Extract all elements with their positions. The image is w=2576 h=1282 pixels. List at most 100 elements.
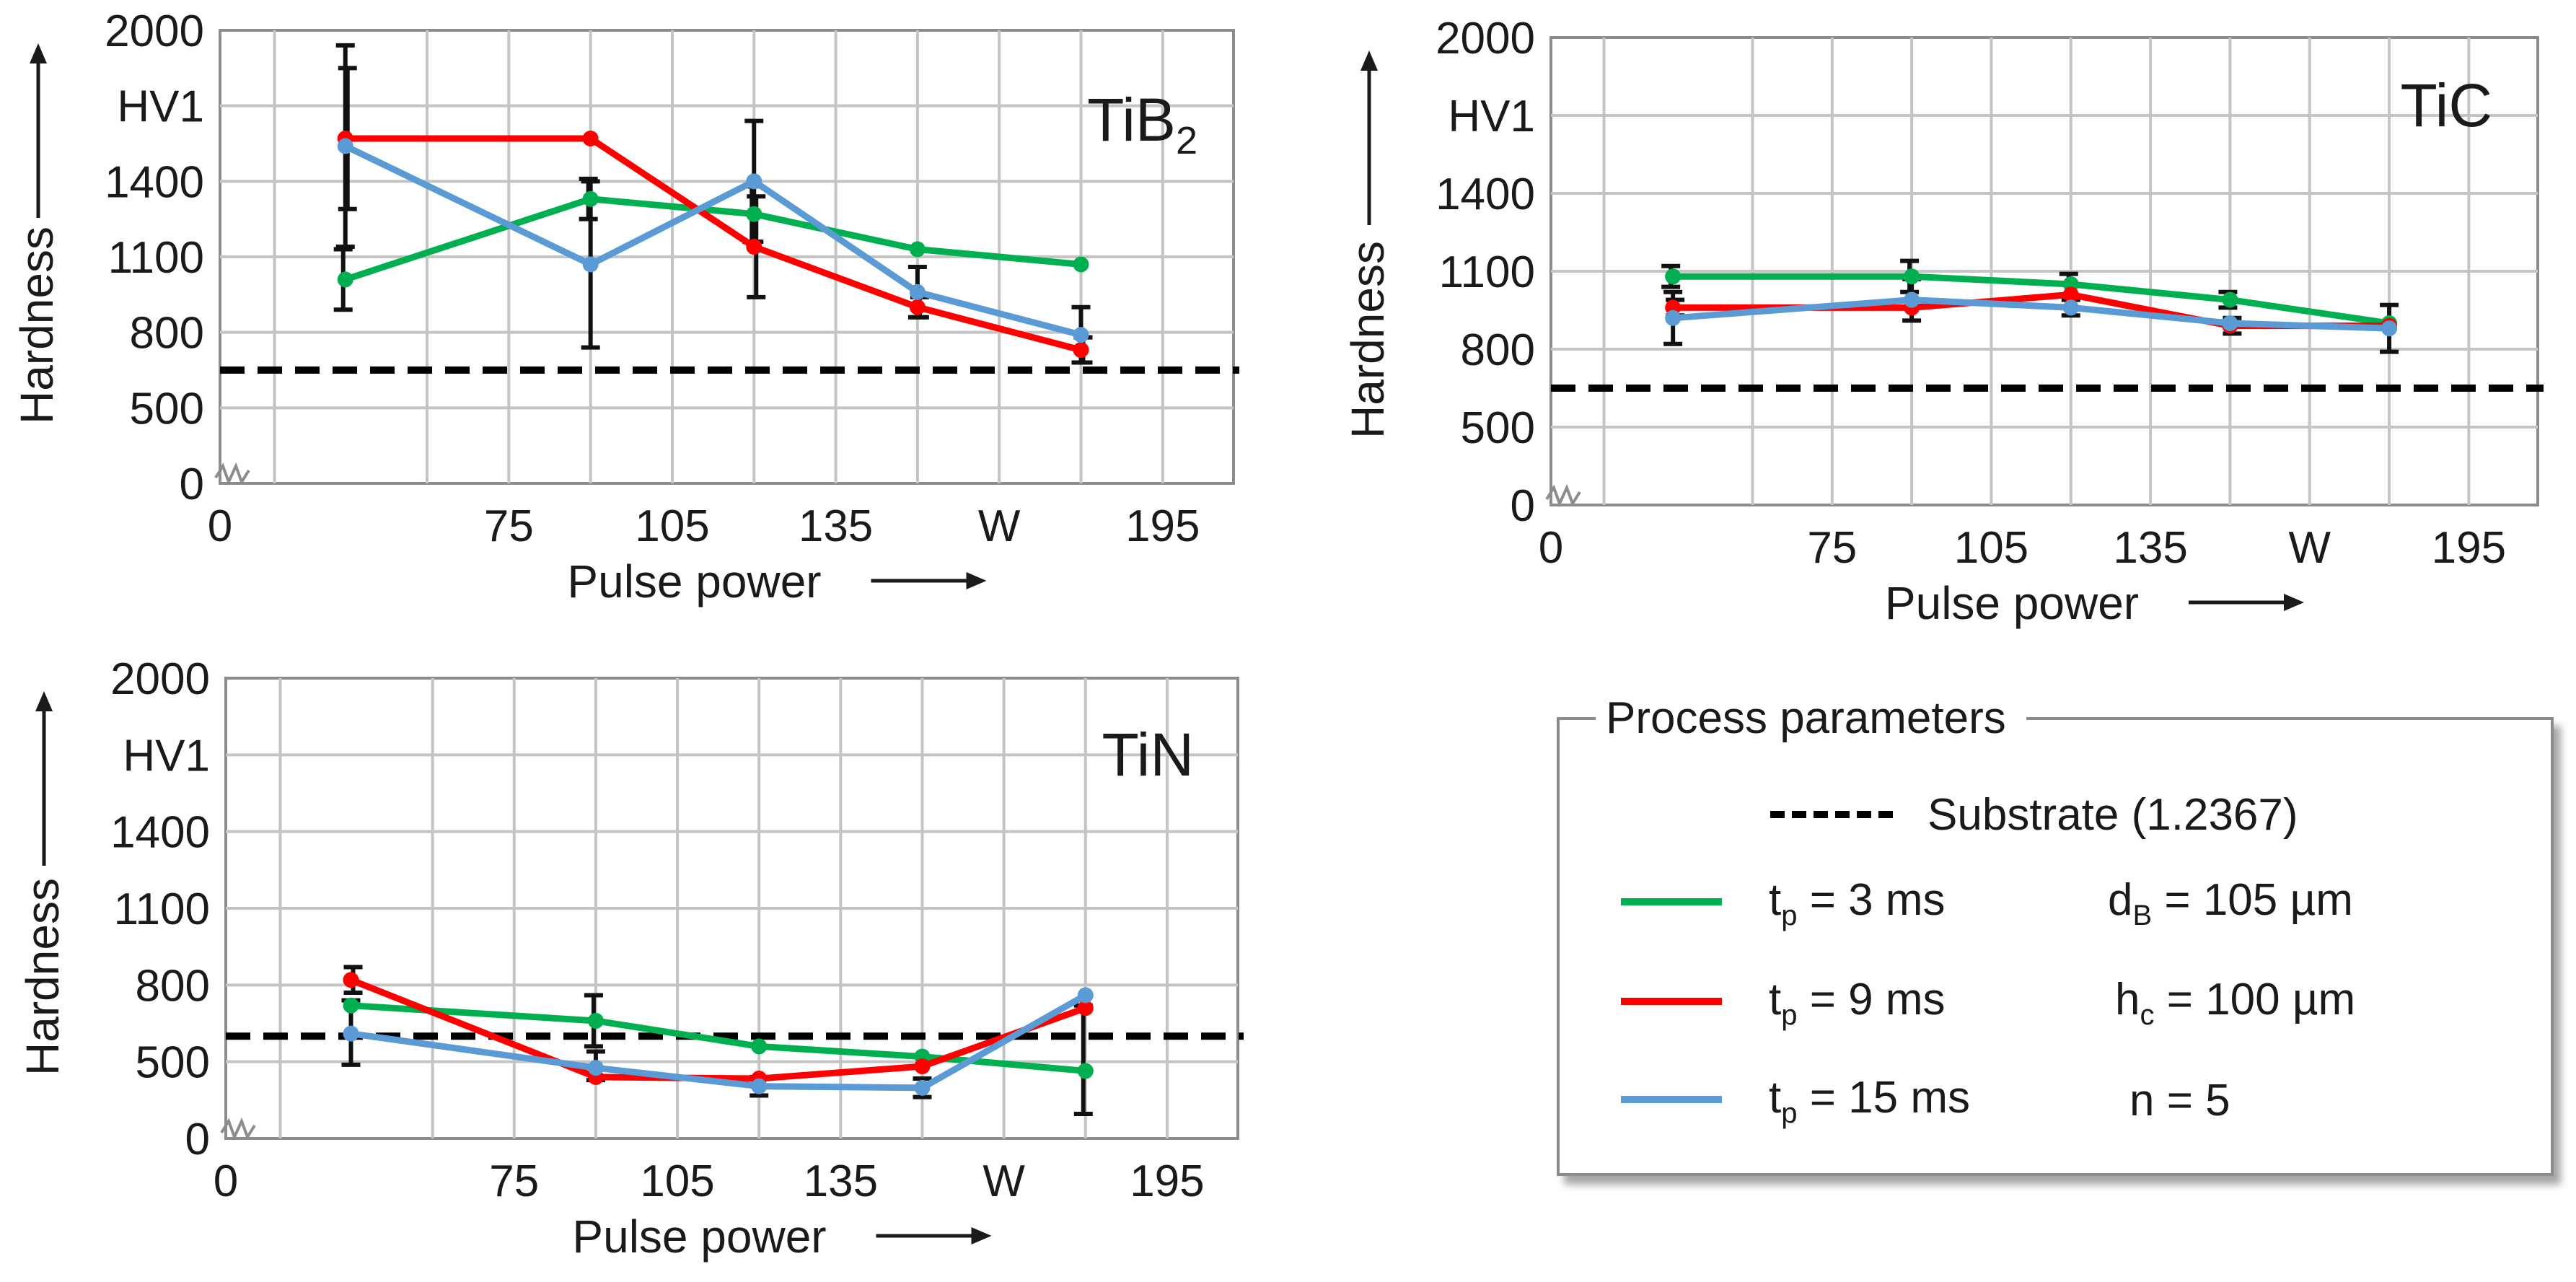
data-point [2381,320,2398,337]
data-point [751,1078,768,1094]
y-axis-arrowhead-icon [30,43,47,63]
x-tick-label: 195 [2432,523,2506,573]
legend-swatch-tp3 [1621,898,1722,905]
legend-substrate-swatch [1770,811,1893,818]
chart-panel-tin: 0 500 800 1100 1400 HV1 2000 0 75 105 135 W 195 Pulse… [17,654,1244,1263]
y-axis-arrowhead-icon [35,691,53,711]
x-tick-label: W [2288,523,2331,573]
data-point [2062,299,2079,316]
data-point [343,997,359,1014]
legend-param-hc: hc = 100 µm [2115,975,2356,1031]
x-tick-label: W [983,1156,1025,1206]
x-tick-label: 105 [640,1156,714,1206]
data-point [746,206,762,222]
y-tick-label: 1100 [108,233,204,283]
legend-substrate-label: Substrate (1.2367) [1927,790,2298,840]
y-tick-label: 1100 [114,884,210,934]
x-tick-label: 135 [2113,523,2187,573]
x-tick-label: 75 [484,501,534,551]
y-tick-label: 2000 [105,6,204,56]
x-tick-label: W [978,501,1021,551]
axis-break-icon [220,1117,256,1141]
x-tick-label: 0 [208,501,232,551]
legend-label-tp3: tp = 3 ms [1769,875,1946,931]
legend-label-tp15: tp = 15 ms [1769,1073,1970,1129]
x-tick-label: 0 [214,1156,238,1206]
data-point [582,190,599,207]
axis-break-icon [1545,483,1581,508]
chart-panel-tic: 0 500 800 1100 1400 HV1 2000 0 75 105 135 W 195 Pulse… [1342,14,2544,629]
data-point [1077,1063,1094,1079]
data-point [1077,1000,1094,1017]
y-axis-title: Hardness [1342,241,1394,439]
legend-title: Process parameters [1596,693,2026,745]
data-point [587,1060,604,1076]
y-tick-label: 0 [180,460,204,509]
data-point [1073,327,1089,343]
x-axis-arrowhead-icon [2284,594,2304,611]
y-axis-title: Hardness [11,227,63,424]
x-tick-label: 105 [1954,523,2028,573]
y-tick-label: 2000 [1436,14,1535,63]
y-tick-label: HV1 [117,82,204,132]
y-tick-label: 2000 [110,654,210,704]
y-tick-label: 800 [136,961,210,1011]
x-tick-label: 135 [804,1156,878,1206]
legend-param-n: n = 5 [2129,1076,2230,1125]
data-point [582,131,599,147]
data-point [2222,315,2238,331]
data-point [587,1012,604,1029]
legend-label-tp9: tp = 9 ms [1769,975,1946,1031]
data-point [343,972,359,988]
x-tick-label: 195 [1130,1156,1204,1206]
y-axis-title: Hardness [17,878,69,1076]
legend-swatch-tp15 [1621,1096,1722,1103]
x-axis-arrowhead-icon [966,572,987,589]
data-point [337,138,353,154]
y-tick-label: HV1 [123,731,210,781]
y-tick-label: 1400 [105,157,204,207]
legend-box: Process parameters Substrate (1.2367) tp… [1557,693,2554,1176]
y-tick-label: 800 [1461,325,1535,375]
x-tick-label: 75 [1807,523,1857,573]
data-point [909,241,926,258]
panel-title: TiB2 [1087,86,1197,162]
y-tick-label: 0 [185,1115,210,1164]
panel-title: TiC [2400,71,2492,139]
data-point [751,1038,768,1055]
data-point [582,256,599,273]
data-point [1073,342,1089,359]
data-point [746,239,762,255]
x-tick-label: 105 [635,501,709,551]
y-axis-arrowhead-icon [1360,51,1378,71]
y-tick-label: 500 [136,1038,210,1088]
data-point [1904,291,1920,308]
x-axis-title: Pulse power [572,1211,826,1263]
chart-panel-tib: 0 500 800 1100 1400 HV1 2000 0 75 105 135 W 195 Pulse… [11,6,1239,607]
data-point [914,1079,931,1096]
panel-title: TiN [1102,721,1194,789]
x-axis-arrowhead-icon [971,1227,992,1244]
data-point [343,1025,359,1042]
x-tick-label: 195 [1125,501,1200,551]
data-point [746,173,762,190]
data-point [1665,268,1682,285]
data-point [337,271,353,288]
x-axis-title: Pulse power [567,556,821,607]
data-point [909,299,926,315]
data-point [2222,291,2238,308]
axis-break-icon [214,462,250,486]
data-point [2062,286,2079,303]
x-tick-label: 75 [489,1156,539,1206]
y-tick-label: 1400 [1436,170,1535,219]
y-tick-label: 500 [130,384,204,434]
data-point [1077,987,1094,1004]
y-tick-label: HV1 [1448,92,1535,141]
legend-swatch-tp9 [1621,998,1722,1005]
x-tick-label: 135 [799,501,873,551]
data-point [909,284,926,300]
data-point [914,1058,931,1075]
y-tick-label: 800 [130,309,204,359]
legend-param-dB: dB = 105 µm [2108,875,2353,931]
